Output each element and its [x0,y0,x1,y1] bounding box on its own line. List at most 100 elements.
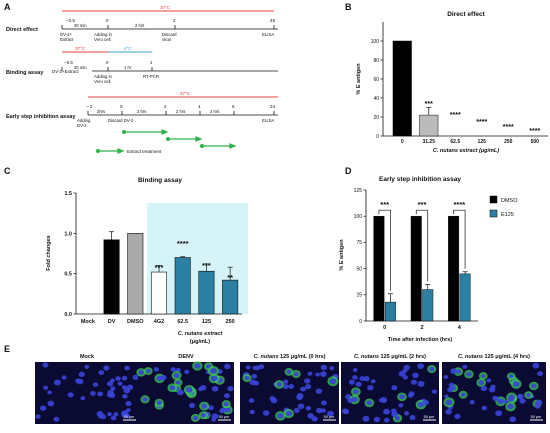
chart-d-bar-e125 [459,273,471,322]
chart-d-title: Early step inhibition assay [379,176,461,183]
cell-nucleus [153,367,159,372]
chart-b-significance: **** [450,112,461,119]
scale-label: 50 μm [324,415,335,419]
scale-label: 50 μm [424,415,435,419]
chart-c-ytick-label: 1.0 [64,231,72,237]
cell-nucleus [61,375,67,380]
micrograph-title-0: Mock [80,354,95,360]
early-note-0: Adding DV-2 [77,118,91,128]
early-seg-3: 2 hrs [210,109,219,114]
early-tick-4: 6 [232,104,235,109]
chart-d-xtick-label: 2 [420,325,423,331]
cell-nucleus [481,405,488,411]
cell-nucleus [67,392,74,398]
chart-c-ytick-label: 0.5 [64,272,72,278]
cell-nucleus [417,380,425,387]
cell-nucleus [84,364,90,369]
cell-nucleus [507,403,514,410]
extract-treatment-legend: Extract treatment [127,149,162,154]
chart-d-legend-swatch [489,195,498,204]
cell-nucleus [417,363,425,370]
cell-nucleus [211,385,219,392]
chart-b-xlabel: C. nutans extract (μg/mL) [433,148,499,154]
cell-nucleus [480,385,488,392]
cell-nucleus [110,386,116,391]
cell-nucleus [297,403,305,410]
scale-label: 50 μm [219,415,230,419]
cell-nucleus [321,400,327,406]
chart-c-significance: **** [177,239,189,248]
cell-nucleus [366,400,373,406]
cell-nucleus [107,389,114,396]
cell-nucleus [201,403,208,409]
cell-nucleus [92,382,99,387]
cell-nucleus [113,412,119,417]
cell-nucleus [160,374,167,381]
note-line: Vero cell [94,79,111,84]
binding-seg-0: 30 min [74,65,87,70]
cell-nucleus [227,386,234,392]
cell-nucleus [466,371,472,377]
cell-nucleus [170,367,176,372]
cell-nucleus [293,407,300,414]
cell-nucleus [431,389,438,394]
chart-b-xtick-label: 62.5 [450,139,460,145]
cell-nucleus [363,376,370,382]
cell-nucleus [53,416,60,422]
chart-d-bar-e125 [422,289,434,322]
cell-nucleus [480,373,486,378]
chart-d-xlabel: Time after infection (hrs) [388,337,453,343]
note-line: virus [162,37,171,42]
cell-nucleus [276,382,282,387]
cell-nucleus [125,408,131,413]
chart-b-significance: **** [503,124,514,131]
micrograph-title-species: C. nutans [253,354,278,360]
chart-d-sig-bracket [453,209,466,269]
chart-c-significance: *** [202,261,211,270]
cell-nucleus [311,416,318,422]
cell-nucleus [251,373,258,379]
cell-nucleus [519,398,526,404]
cell-nucleus [115,376,121,381]
cell-nucleus [320,364,328,371]
chart-d-bar-dmso [373,215,385,322]
cell-nucleus [249,379,256,386]
early-seg-1: 2 hrs [137,109,146,114]
chart-b-xtick-label: 125 [478,139,487,145]
chart-c-bar [174,257,191,315]
cell-nucleus [316,407,323,414]
cell-nucleus [492,395,499,401]
cell-nucleus [469,400,475,405]
chart-c-binding-assay: Binding assay 0.0 0.5 1.0 1.5 Fold changes Moc… [46,177,248,345]
scale-label: 50 μm [531,415,542,419]
cell-nucleus [373,416,381,423]
cell-nucleus [248,398,255,403]
cell-nucleus [383,417,390,423]
cell-nucleus [398,403,404,408]
note-line: Adding [77,118,91,123]
micrograph-title-3: C. nutans 125 μg/mL (2 hrs) [354,354,426,360]
chart-b-xtick-label: 0 [401,139,404,145]
cell-nucleus [223,393,230,399]
chart-b-ytick-label: 40 [373,96,379,102]
note-line: DV-2 [77,123,87,128]
cell-nucleus [103,365,110,371]
cell-nucleus [117,381,123,386]
chart-c-bar [198,270,215,315]
micrograph-title-2: C. nutans 125 μg/mL (0 hrs) [253,354,325,360]
note-line: Adding in [94,74,113,79]
micrograph-title-species: C. nutans [354,354,379,360]
cell-nucleus [455,369,462,374]
cell-nucleus [223,402,229,407]
chart-d-significance: **** [453,200,465,209]
cell-nucleus [288,384,295,389]
chart-c-xtick-label: 125 [202,319,211,325]
early-tick-5: 24 [270,104,276,109]
cell-nucleus [320,408,327,413]
note-line: Extract [60,37,74,42]
panel-label-a: A [4,2,11,12]
chart-c-title: Binding assay [138,177,182,184]
chart-c-xlabel-unit: (μg/mL) [190,339,210,345]
early-seg-2: 2 hrs [176,109,185,114]
